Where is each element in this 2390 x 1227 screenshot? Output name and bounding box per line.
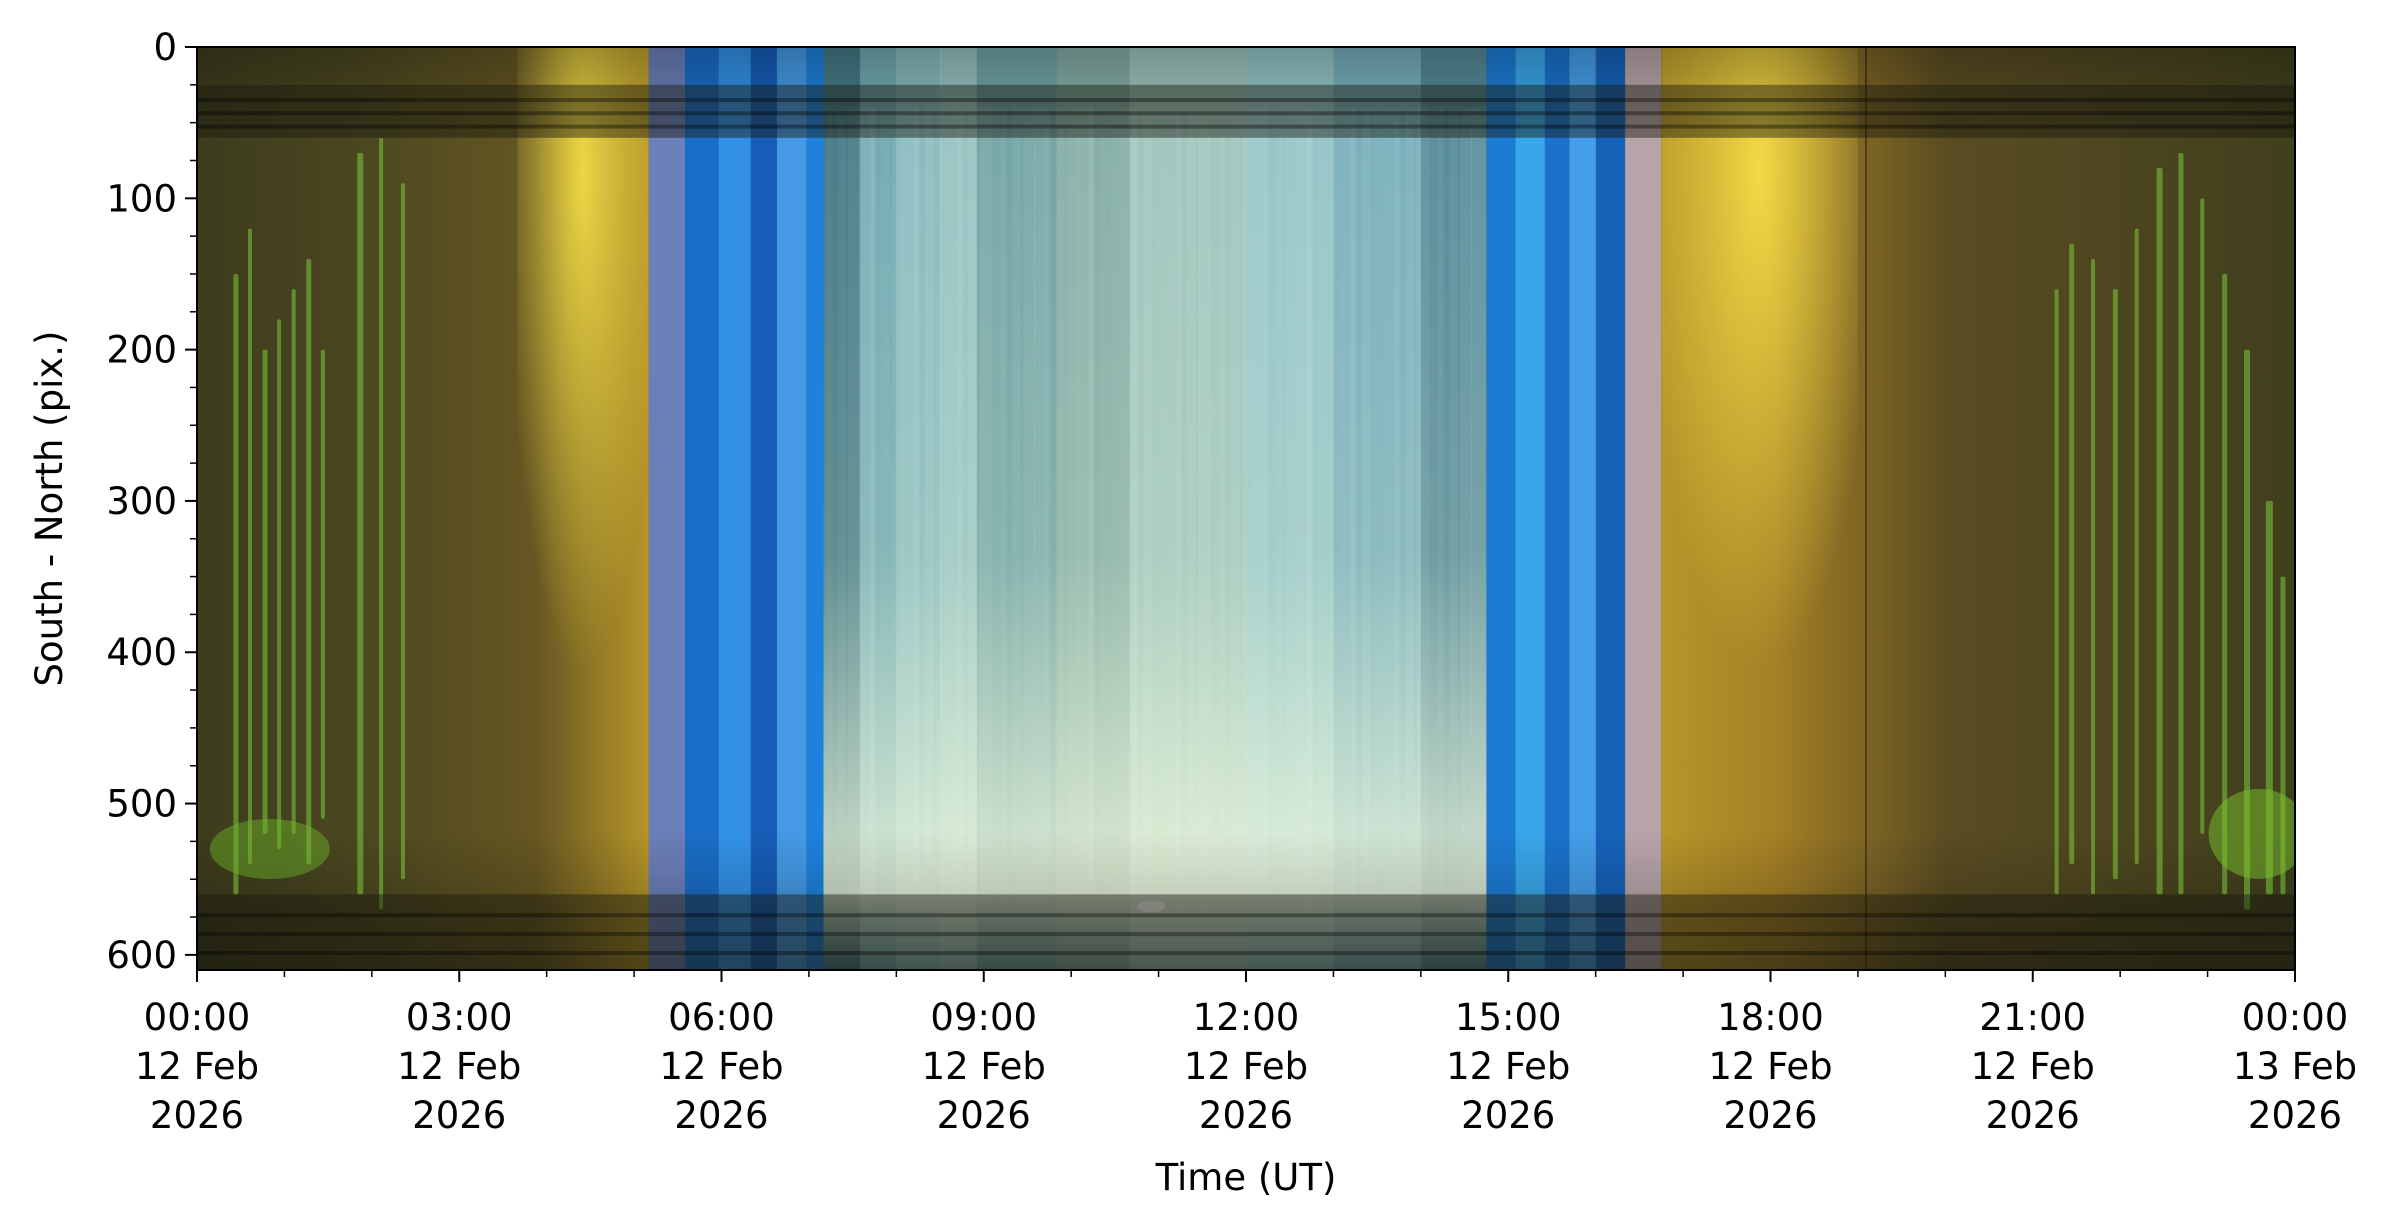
aurora-streak-18: [2222, 273, 2228, 895]
x-tick-label-3: 09:00 12 Feb 2026: [922, 996, 1046, 1137]
horizon-line-0-1: [197, 111, 2295, 116]
aurora-streak-0: [233, 273, 239, 895]
aurora-streak-6: [320, 349, 325, 819]
x-tick-label-5: 15:00 12 Feb 2026: [1446, 996, 1570, 1137]
y-tick-label-6: 600: [106, 934, 177, 977]
aurora-streak-12: [2091, 258, 2096, 895]
aurora-streak-14: [2134, 228, 2139, 865]
aurora-streak-2: [262, 349, 268, 834]
aurora-streaks: [209, 137, 2295, 910]
x-tick-label-8: 00:00 13 Feb 2026: [2233, 996, 2357, 1137]
aurora-streak-10: [2054, 289, 2059, 895]
y-tick-label-5: 500: [106, 783, 177, 826]
y-tick-label-3: 300: [106, 480, 177, 523]
horizon-band-1: [197, 894, 2295, 970]
horizon-band-0: [197, 84, 2295, 138]
aurora-streak-1: [247, 228, 252, 865]
vertical-shade: [197, 47, 2295, 970]
data-gap-line: [1865, 47, 1867, 970]
aurora-streak-19: [2244, 349, 2251, 910]
horizon-line-1-0: [197, 913, 2295, 918]
y-axis-label: South - North (pix.): [28, 331, 71, 687]
image-overlays: [197, 47, 2295, 970]
horizon-line-0-0: [197, 98, 2295, 103]
aurora-streak-9: [400, 183, 405, 880]
aurora-streak-17: [2200, 198, 2205, 834]
aurora-blob-left: [209, 818, 330, 879]
x-tick-label-7: 21:00 12 Feb 2026: [1971, 996, 2095, 1137]
y-tick-label-2: 200: [106, 329, 177, 372]
y-tick-label-1: 100: [106, 177, 177, 220]
x-tick-label-4: 12:00 12 Feb 2026: [1184, 996, 1308, 1137]
aurora-streak-4: [291, 289, 296, 834]
x-axis: 00:00 12 Feb 2026 03:00 12 Feb 2026 06:00 12 Fe…: [135, 970, 2357, 1137]
aurora-blob-right: [2208, 788, 2295, 879]
aurora-streak-8: [379, 137, 384, 910]
aurora-streak-11: [2069, 243, 2075, 865]
y-tick-label-4: 400: [106, 631, 177, 674]
horizon-line-1-1: [197, 932, 2295, 937]
x-tick-label-6: 18:00 12 Feb 2026: [1708, 996, 1832, 1137]
aurora-streak-7: [357, 152, 364, 895]
x-axis-label: Time (UT): [1155, 1156, 1337, 1199]
aurora-streak-5: [306, 258, 312, 865]
x-tick-label-2: 06:00 12 Feb 2026: [659, 996, 783, 1137]
x-tick-label-1: 03:00 12 Feb 2026: [397, 996, 521, 1137]
aurora-streak-13: [2112, 289, 2118, 880]
plot-area: [197, 47, 2295, 970]
horizon-line-1-2: [197, 951, 2295, 956]
aurora-streak-16: [2178, 152, 2184, 895]
aurora-streak-15: [2156, 168, 2163, 895]
y-axis: 0 100 200 300 400 500 600: [106, 26, 197, 977]
aurora-streak-3: [277, 319, 282, 849]
horizon-bands: [197, 84, 2295, 970]
y-tick-label-0: 0: [153, 26, 177, 69]
horizon-line-0-2: [197, 124, 2295, 129]
x-tick-label-0: 00:00 12 Feb 2026: [135, 996, 259, 1137]
